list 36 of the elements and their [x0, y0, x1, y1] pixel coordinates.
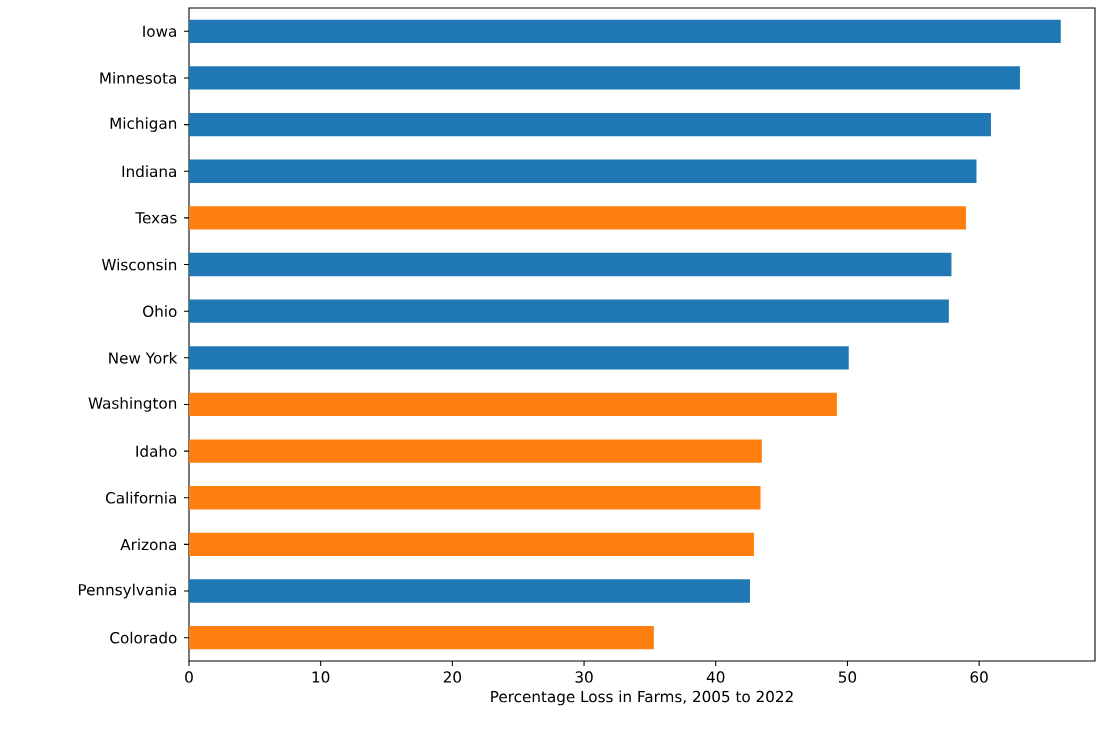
bar: [189, 206, 966, 230]
x-tick-label: 10: [312, 671, 330, 683]
bar: [189, 439, 762, 463]
x-tick-label: 60: [970, 671, 988, 683]
y-tick-label: Minnesota: [100, 72, 176, 84]
bar: [189, 252, 952, 277]
y-tick-label: Pennsylvania: [78, 583, 176, 599]
y-tick-label: Wisconsin: [101, 258, 177, 271]
y-tick-label: Arizona: [120, 538, 176, 551]
y-tick-label: Texas: [135, 212, 177, 224]
bar: [189, 299, 949, 323]
x-tick-label: 50: [838, 671, 857, 683]
y-tick-label: Iowa: [143, 25, 176, 37]
bar: [189, 19, 1061, 43]
y-tick-label: Idaho: [136, 445, 177, 457]
y-tick-label: Michigan: [110, 117, 177, 132]
x-tick-label: 40: [706, 671, 725, 683]
y-tick-label: Colorado: [110, 631, 177, 644]
y-tick-label: Ohio: [143, 305, 177, 318]
bar: [189, 392, 837, 417]
y-tick-label: New York: [109, 351, 178, 364]
bar: [189, 579, 750, 603]
y-tick-label: California: [106, 491, 176, 504]
y-tick-label: Indiana: [122, 165, 176, 178]
bar: [189, 486, 761, 510]
bar: [189, 66, 1020, 90]
y-tick-label: Washington: [88, 397, 177, 412]
x-tick-label: 30: [575, 671, 593, 683]
x-tick-label: 20: [443, 671, 462, 683]
bar: [189, 346, 849, 370]
bar: [189, 626, 654, 650]
bar: [189, 159, 977, 183]
bar: [189, 112, 991, 137]
x-axis-title: Percentage Loss in Farms, 2005 to 2022: [491, 690, 793, 706]
x-tick-label: 0: [185, 671, 193, 683]
bar: [189, 532, 754, 557]
